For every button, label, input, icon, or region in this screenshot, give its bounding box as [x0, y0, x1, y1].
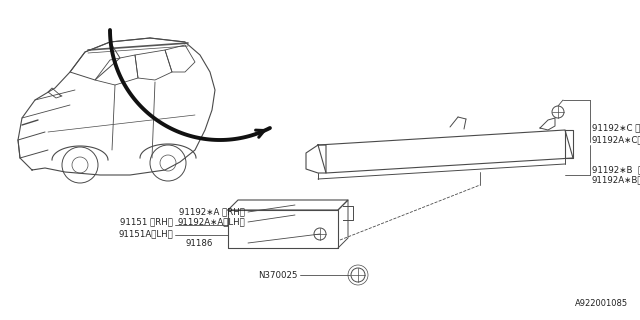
Text: 91192∗B  〈RH〉: 91192∗B 〈RH〉 [592, 165, 640, 174]
Text: 91192A∗C〈LH〉: 91192A∗C〈LH〉 [592, 135, 640, 145]
Text: N370025: N370025 [259, 270, 298, 279]
Text: 91192A∗A〈LH〉: 91192A∗A〈LH〉 [177, 218, 245, 227]
Text: 91192∗A 〈RH〉: 91192∗A 〈RH〉 [179, 207, 245, 217]
Text: 91192A∗B〈LH〉: 91192A∗B〈LH〉 [592, 175, 640, 185]
Text: A922001085: A922001085 [575, 299, 628, 308]
Text: 91192∗C 〈RH〉: 91192∗C 〈RH〉 [592, 124, 640, 132]
Text: 91151 〈RH〉: 91151 〈RH〉 [120, 218, 173, 227]
Text: 91186: 91186 [185, 238, 212, 247]
Text: 91151A〈LH〉: 91151A〈LH〉 [118, 229, 173, 238]
